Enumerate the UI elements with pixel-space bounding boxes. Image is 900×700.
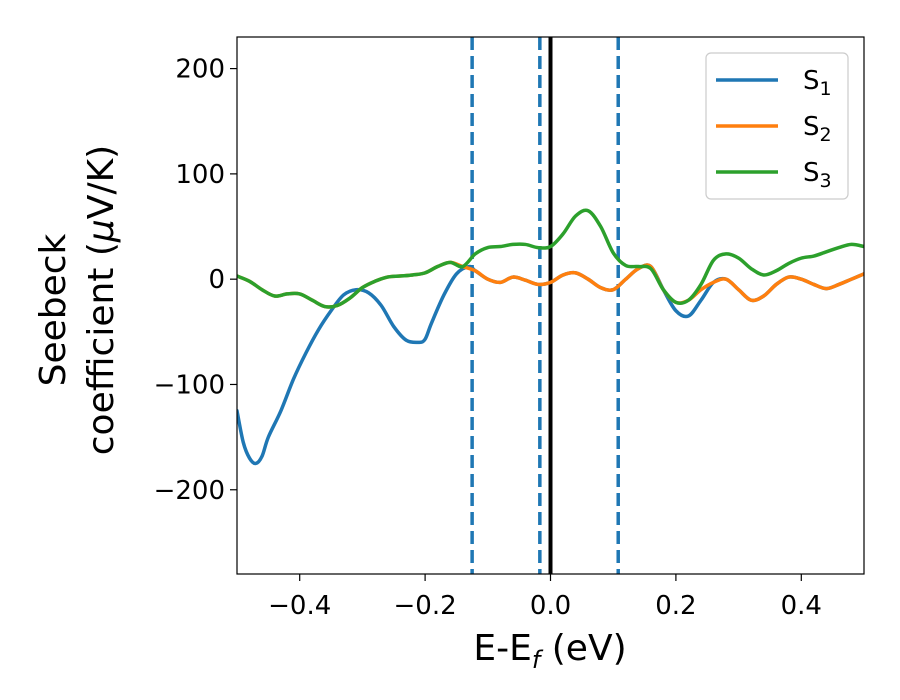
x-tick-label: 0.0 [530,591,571,621]
series-line-s3 [237,208,864,309]
x-axis-label: E-Ef (eV) [473,628,626,674]
legend-label-s2: S2 [803,112,832,146]
legend: S1 S2 S3 [705,52,849,200]
y-axis: 200 100 0 −100 −200 [154,55,237,506]
y-tick-label: −100 [154,370,225,400]
x-tick-label: 0.4 [781,591,822,621]
x-tick-label: −0.4 [268,591,331,621]
y-tick-label: 200 [175,55,225,85]
y-axis-label-line2: coefficient (μV/K) [81,145,122,455]
series-layer [237,208,864,466]
y-tick-label: 0 [208,265,225,295]
reference-lines [470,37,620,574]
y-tick-label: −200 [154,476,225,506]
x-axis: −0.4 −0.2 0.0 0.2 0.4 [268,574,822,621]
x-tick-label: −0.2 [394,591,457,621]
y-axis-label-line1: Seebeck [33,233,74,386]
y-tick-label: 100 [175,160,225,190]
legend-label-s1: S1 [803,66,832,100]
x-tick-label: 0.2 [655,591,696,621]
legend-label-s3: S3 [803,158,832,192]
